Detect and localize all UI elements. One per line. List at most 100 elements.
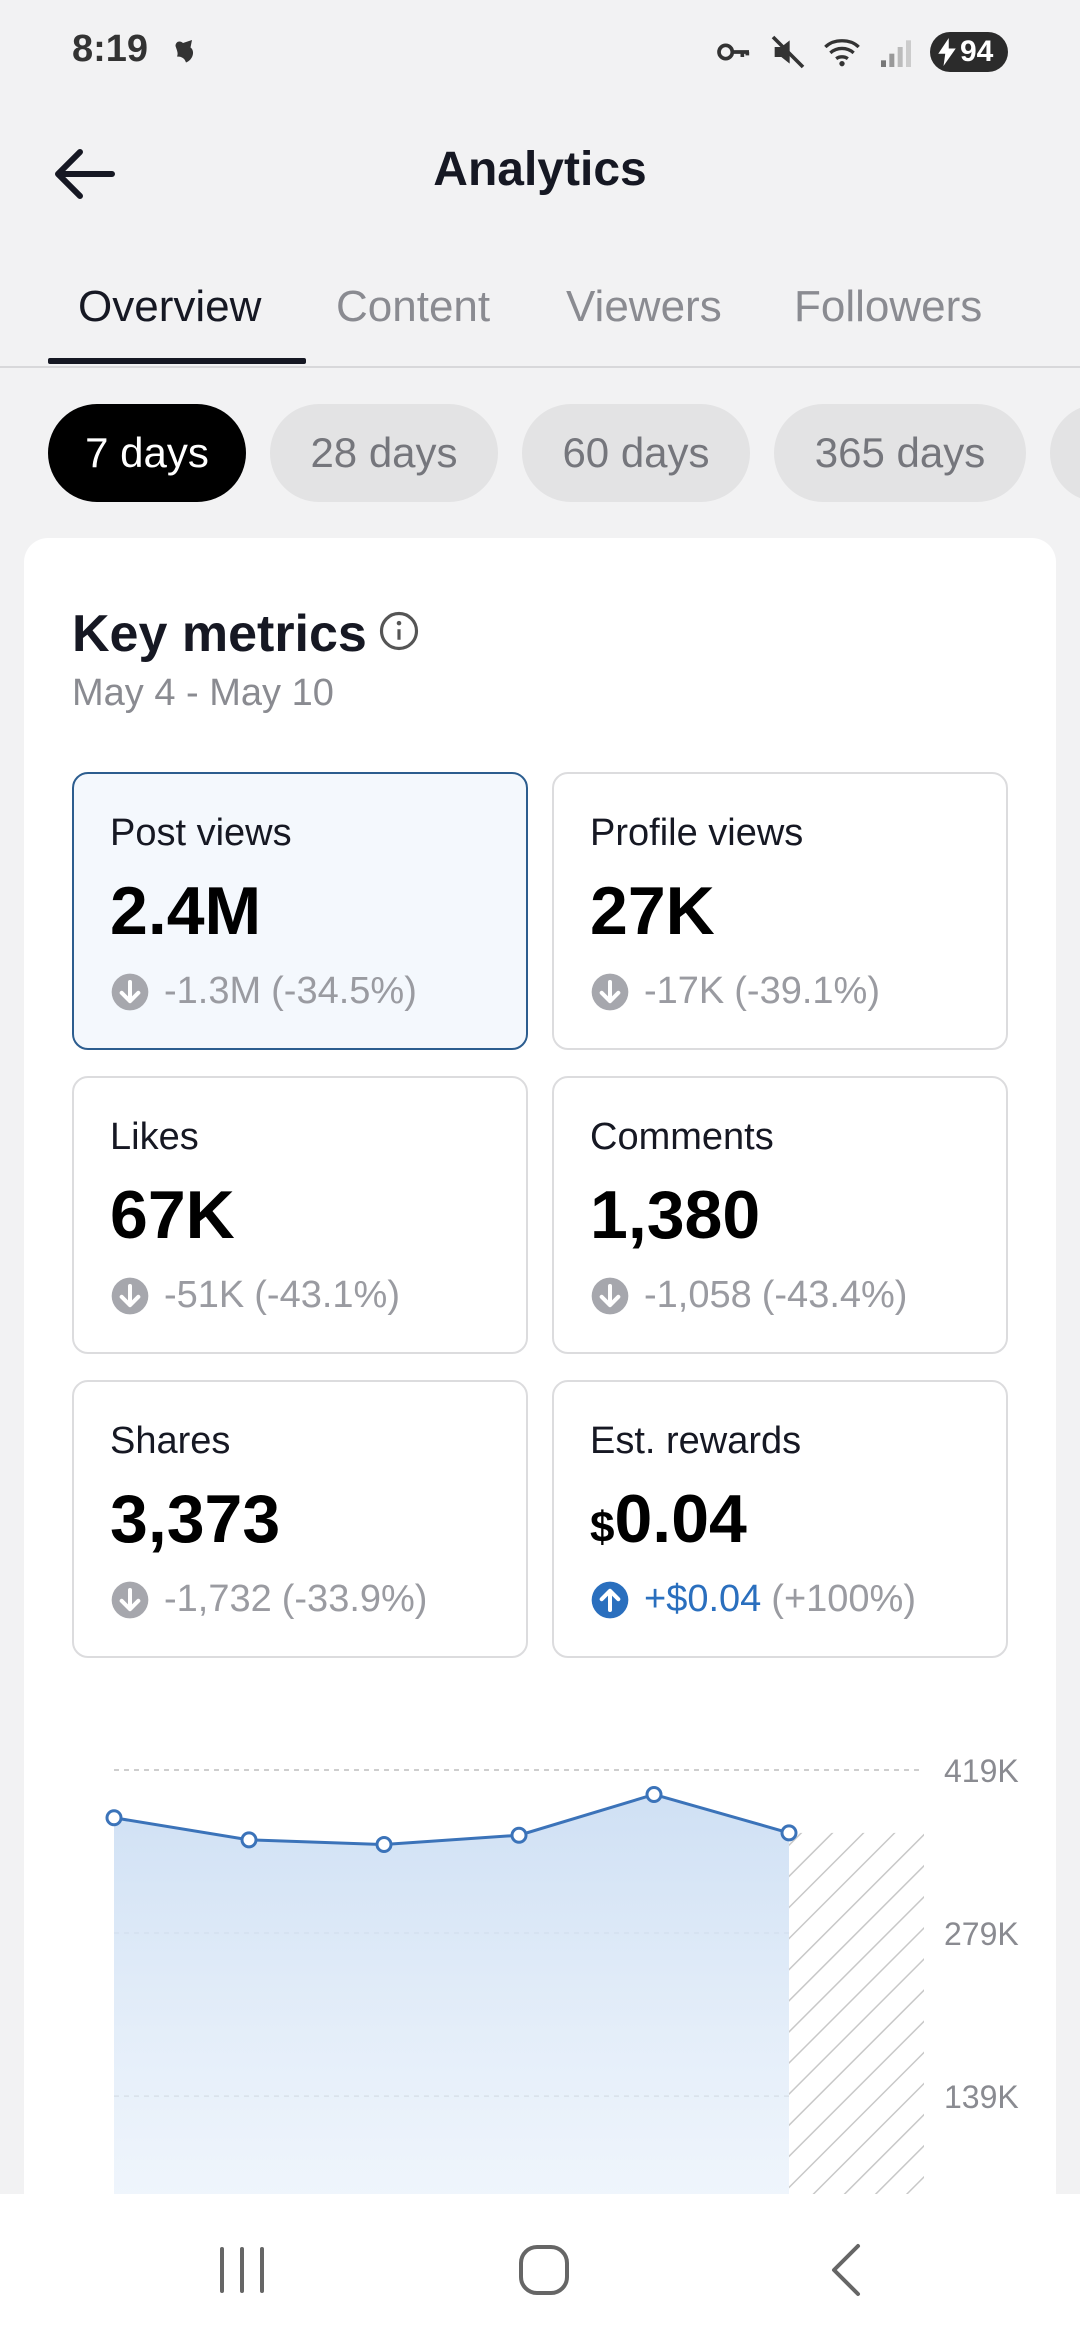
metric-post-views[interactable]: Post views 2.4M -1.3M (-34.5%) [72, 772, 528, 1050]
tab-active-indicator [48, 358, 306, 364]
key-metrics-title: Key metrics [72, 605, 367, 663]
arrow-down-circle-icon [111, 1277, 149, 1314]
tab-viewers[interactable]: Viewers [566, 282, 722, 331]
metric-label: Likes [110, 1116, 199, 1158]
metric-change-pct: (-34.5%) [271, 970, 417, 1012]
tab-bar: Overview Content Viewers Followers L [0, 246, 1080, 368]
period-365-days[interactable]: 365 days [774, 404, 1026, 502]
home-icon [519, 2245, 569, 2295]
metric-change-abs: -1.3M [164, 970, 262, 1012]
metric-change-pct: (+100%) [771, 1578, 916, 1620]
battery-level: 94 [960, 35, 994, 68]
currency-symbol: $ [590, 1503, 615, 1552]
metric-value: 2.4M [110, 873, 262, 949]
date-range: May 4 - May 10 [72, 672, 334, 714]
chevron-left-icon [832, 2244, 860, 2296]
metric-value: 1,380 [590, 1177, 761, 1253]
period-28-days[interactable]: 28 days [270, 404, 498, 502]
metric-change: +$0.04 (+100%) [590, 1578, 916, 1621]
recent-apps-button[interactable] [192, 2230, 292, 2310]
metric-change-abs: -1,058 [644, 1274, 752, 1316]
tab-content[interactable]: Content [336, 282, 491, 331]
arrow-down-circle-icon [591, 973, 629, 1010]
metric-change-abs: -1,732 [164, 1578, 272, 1620]
period-more[interactable] [1050, 404, 1080, 502]
header: Analytics [0, 104, 1080, 236]
tab-overview[interactable]: Overview [78, 282, 262, 331]
metric-change-pct: (-43.4%) [761, 1274, 908, 1316]
metric-label: Est. rewards [590, 1420, 802, 1462]
arrow-up-circle-icon [591, 1581, 629, 1618]
metric-label: Profile views [590, 812, 804, 854]
recent-apps-icon [220, 2247, 264, 2293]
tab-fade [990, 246, 1080, 366]
metric-change: -51K (-43.1%) [110, 1274, 400, 1317]
metric-label: Post views [110, 812, 292, 854]
chart-area-fill [114, 1794, 789, 2258]
period-60-days[interactable]: 60 days [522, 404, 750, 502]
chart-point [105, 1809, 123, 1827]
metric-change: -1,732 (-33.9%) [110, 1578, 427, 1621]
battery-indicator: 94 [930, 32, 1008, 72]
metric-change-pct: (-33.9%) [281, 1578, 428, 1620]
wifi-icon [824, 39, 860, 67]
chart-point [780, 1824, 798, 1842]
notification-icon [175, 40, 194, 63]
page-title: Analytics [433, 143, 647, 196]
metric-change-pct: (-39.1%) [734, 970, 880, 1012]
metric-value: $0.04 [590, 1480, 747, 1558]
chart-tick-label: 279K [944, 1916, 1019, 1952]
charging-icon [938, 38, 956, 66]
metric-value: 3,373 [110, 1481, 281, 1557]
system-back-button[interactable] [796, 2230, 896, 2310]
mute-icon [771, 35, 805, 69]
chart-point [510, 1826, 528, 1844]
metric-change: -17K (-39.1%) [590, 970, 880, 1013]
back-button[interactable] [44, 134, 124, 214]
arrow-left-icon [55, 149, 115, 199]
period-selector: 7 days 28 days 60 days 365 days [0, 404, 1080, 504]
metric-value: 67K [110, 1177, 235, 1253]
metric-change-pct: (-43.1%) [254, 1274, 400, 1316]
metric-label: Shares [110, 1420, 231, 1462]
metric-change-abs: +$0.04 [644, 1578, 762, 1620]
metric-shares[interactable]: Shares 3,373 -1,732 (-33.9%) [72, 1380, 528, 1658]
metric-est-rewards[interactable]: Est. rewards $0.04 +$0.04 (+100%) [552, 1380, 1008, 1658]
signal-icon [881, 40, 911, 67]
vpn-key-icon [717, 43, 750, 61]
chart-points [105, 1785, 798, 1854]
status-bar: 8:19 [0, 0, 1080, 104]
chart-line [113, 1792, 790, 1847]
chart-point [645, 1785, 663, 1803]
chart-tick-label: 139K [944, 2079, 1019, 2115]
home-button[interactable] [494, 2230, 594, 2310]
key-metrics-card: Key metrics May 4 - May 10 Post views 2.… [24, 538, 1056, 2340]
metric-change: -1.3M (-34.5%) [110, 970, 417, 1013]
metric-change-abs: -17K [644, 970, 725, 1012]
metric-value-number: 0.04 [614, 1481, 747, 1557]
chart-projection-area [789, 1832, 924, 2258]
info-icon[interactable] [378, 610, 420, 652]
metric-value: 27K [590, 873, 715, 949]
arrow-down-circle-icon [591, 1277, 629, 1314]
chart-area [114, 1794, 789, 2258]
arrow-down-circle-icon [111, 973, 149, 1010]
chart-point [375, 1836, 393, 1854]
period-7-days[interactable]: 7 days [48, 404, 246, 502]
chart-series-line [113, 1792, 790, 1847]
metric-profile-views[interactable]: Profile views 27K -17K (-39.1%) [552, 772, 1008, 1050]
arrow-down-circle-icon [111, 1581, 149, 1618]
metric-comments[interactable]: Comments 1,380 -1,058 (-43.4%) [552, 1076, 1008, 1354]
metric-likes[interactable]: Likes 67K -51K (-43.1%) [72, 1076, 528, 1354]
chart-y-ticks: 419K 279K 139K [944, 1753, 1019, 2115]
system-nav-bar [0, 2194, 1080, 2340]
tab-followers[interactable]: Followers [794, 282, 983, 331]
metric-change: -1,058 (-43.4%) [590, 1274, 907, 1317]
chart-projection [789, 1832, 924, 2258]
post-views-chart: 419K 279K 139K [105, 1753, 1019, 2258]
metric-change-abs: -51K [164, 1274, 245, 1316]
chart-point [240, 1831, 258, 1849]
chart-tick-label: 419K [944, 1753, 1019, 1789]
metric-label: Comments [590, 1116, 774, 1158]
